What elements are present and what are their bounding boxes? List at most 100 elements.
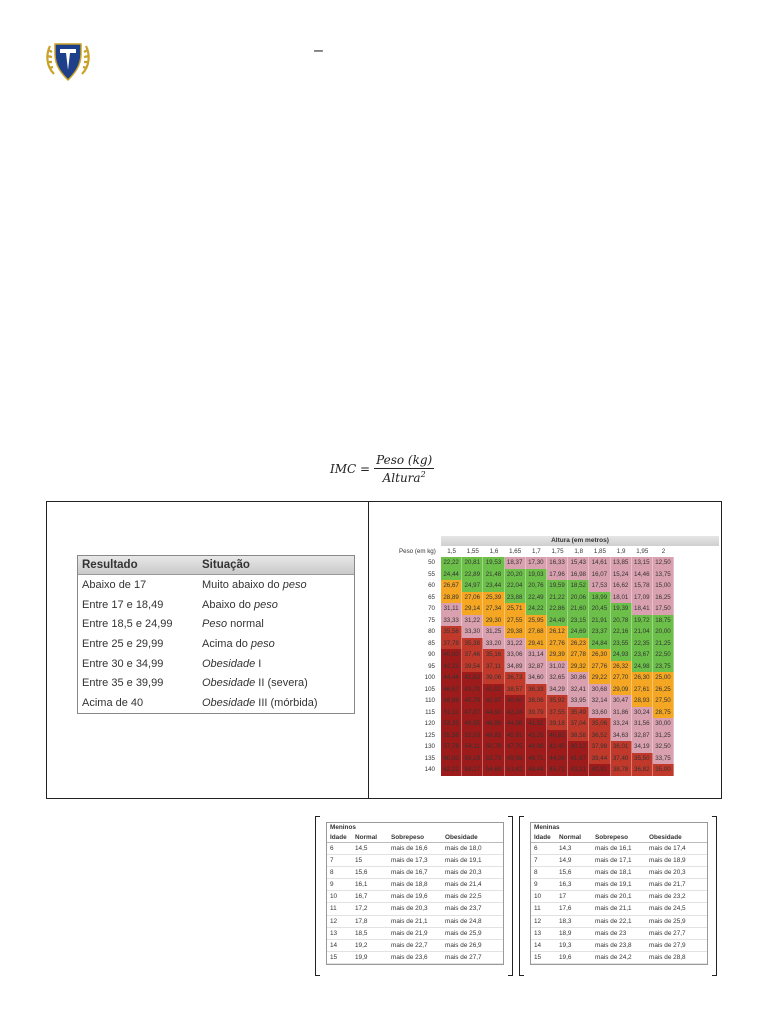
meninas-h-idade: Idade [534, 834, 551, 841]
meninos-sobrepeso-cell: mais de 21,9 [391, 929, 428, 937]
heatmap-cell: 25,71 [504, 603, 526, 615]
imc-resultado-cell: Entre 35 e 39,99 [82, 677, 164, 690]
meninas-obesidade-cell: mais de 23,2 [649, 893, 686, 901]
imc-situacao-cell: Muito abaixo do peso [202, 578, 307, 591]
heatmap-cell: 22,49 [525, 591, 547, 603]
meninos-idade-cell: 6 [330, 845, 334, 852]
heatmap-cell: 13,75 [652, 568, 675, 580]
heatmap-cell: 16,62 [610, 580, 632, 592]
meninas-row: 15 19,6 mais de 24,2 mais de 28,8 [531, 952, 707, 964]
heatmap-cell: 34,63 [610, 729, 632, 741]
heatmap-cell: 29,30 [483, 614, 505, 626]
heatmap-cell: 27,76 [546, 637, 569, 649]
heatmap-cell: 42,24 [504, 706, 526, 718]
heatmap-cell: 45,79 [462, 695, 484, 707]
heatmap-column-axis: Peso (em kg) 1,5 1,55 1,6 1,65 1,7 1,75 1,8 1,8… [396, 546, 719, 557]
imc-table-row: Acima de 40 Obesidade III (mórbida) [78, 693, 354, 713]
heatmap-cell: 39,06 [483, 672, 505, 684]
meninas-header: Idade Normal Sobrepeso Obesidade [531, 833, 707, 843]
heatmap-cell: 57,78 [441, 741, 463, 753]
meninas-sobrepeso-cell: mais de 18,1 [595, 869, 632, 877]
meninas-sobrepeso-cell: mais de 19,1 [595, 881, 632, 889]
heatmap-row-tick: 55 [428, 570, 435, 578]
heatmap-cell: 48,89 [441, 695, 463, 707]
meninos-idade-cell: 15 [330, 953, 338, 961]
heatmap-column-tick: 2 [661, 548, 666, 555]
meninos-obesidade-cell: mais de 22,5 [445, 893, 482, 901]
heatmap-cell: 44,92 [483, 706, 505, 718]
heatmap-cell: 29,39 [546, 649, 569, 661]
heatmap-cell: 13,15 [631, 557, 653, 569]
heatmap-cell: 50,78 [483, 741, 505, 753]
meninas-title: Meninas [534, 824, 560, 831]
heatmap-row-tick: 115 [425, 708, 435, 716]
meninos-idade-cell: 9 [330, 881, 334, 889]
meninos-idade-cell: 7 [330, 857, 334, 865]
heatmap-cell: 33,30 [462, 626, 484, 638]
heatmap-cell: 34,29 [546, 683, 569, 695]
meninas-obesidade-cell: mais de 17,4 [649, 845, 686, 852]
meninos-obesidade-cell: mais de 21,4 [445, 881, 482, 889]
heatmap-cell: 30,24 [631, 706, 653, 718]
heatmap-cell: 52,03 [462, 729, 484, 741]
meninos-sobrepeso-cell: mais de 18,8 [391, 881, 428, 889]
heatmap-cell: 40,12 [568, 741, 590, 753]
meninas-normal-cell: 14,9 [559, 857, 572, 865]
heatmap-cell: 18,41 [631, 603, 653, 615]
meninos-row: 10 16,7 mais de 19,6 mais de 22,5 [327, 891, 503, 904]
meninas-idade-cell: 14 [534, 941, 542, 949]
header-situacao: Situação [202, 559, 250, 571]
meninas-obesidade-cell: mais de 20,3 [649, 869, 686, 877]
imc-resultado-cell: Acima de 40 [82, 696, 144, 709]
header-resultado: Resultado [82, 559, 138, 571]
heatmap-cell: 19,39 [610, 603, 632, 615]
heatmap-cell: 40,82 [546, 729, 569, 741]
heatmap-row: 120 53,33 49,95 46,88 44,08 41,52 39,18 37,04 35… [396, 718, 719, 730]
heatmap-cell: 18,52 [568, 580, 590, 592]
heatmap-cell: 25,00 [652, 672, 675, 684]
heatmap-cell: 33,33 [441, 614, 463, 626]
heatmap-cell: 23,15 [568, 614, 590, 626]
meninas-row: 7 14,9 mais de 17,1 mais de 18,9 [531, 855, 707, 868]
heatmap-cell: 46,67 [441, 683, 463, 695]
heatmap-row: 85 37,78 35,38 33,20 31,22 29,41 27,76 26,23 24,… [396, 637, 719, 649]
meninas-sobrepeso-cell: mais de 16,1 [595, 845, 632, 852]
meninas-idade-cell: 13 [534, 929, 542, 937]
heatmap-cell: 27,34 [483, 603, 505, 615]
heatmap-cell: 30,47 [610, 695, 632, 707]
meninos-sobrepeso-cell: mais de 21,1 [391, 917, 428, 925]
heatmap-cell: 22,50 [652, 649, 675, 661]
heatmap-cell: 39,79 [525, 706, 547, 718]
heatmap-row-tick: 65 [428, 593, 435, 601]
heatmap-cell: 29,09 [610, 683, 632, 695]
heatmap-cell: 22,35 [631, 637, 653, 649]
meninos-normal-cell: 17,2 [355, 905, 368, 913]
meninas-row: 12 18,3 mais de 22,1 mais de 25,9 [531, 916, 707, 928]
heatmap-cell: 58,27 [462, 764, 484, 776]
heatmap-cell: 19,72 [631, 614, 653, 626]
heatmap-cell: 16,98 [568, 568, 590, 580]
heatmap-cell: 26,30 [631, 672, 653, 684]
heatmap-row: 115 51,11 47,87 44,92 42,24 39,79 37,55 35,49 33… [396, 706, 719, 718]
heatmap-row-tick: 75 [428, 616, 435, 624]
meninas-obesidade-cell: mais de 27,7 [649, 929, 686, 937]
heatmap-cell: 53,33 [441, 718, 463, 730]
meninos-normal-cell: 16,7 [355, 893, 368, 901]
meninas-row: 9 16,3 mais de 19,1 mais de 21,7 [531, 879, 707, 892]
heatmap-cell: 27,70 [610, 672, 632, 684]
heatmap-row-tick: 100 [424, 674, 435, 682]
meninos-idade-cell: 14 [330, 941, 338, 949]
meninas-idade-cell: 8 [534, 869, 538, 877]
meninos-table: Meninos Idade Normal Sobrepeso Obesidade… [326, 822, 504, 965]
heatmap-cell: 15,00 [652, 580, 675, 592]
meninos-h-obesidade: Obesidade [445, 834, 478, 841]
heatmap-column-tick: 1,6 [489, 548, 499, 555]
meninos-sobrepeso-cell: mais de 22,7 [391, 941, 428, 949]
heatmap-cell: 17,50 [652, 603, 675, 615]
heatmap-cell: 47,75 [504, 741, 526, 753]
meninos-sobrepeso-cell: mais de 23,6 [391, 953, 428, 961]
heatmap-cell: 31,14 [525, 649, 547, 661]
heatmap-row-tick: 95 [428, 662, 435, 670]
heatmap-cell: 21,48 [483, 568, 505, 580]
heatmap-row-tick: 70 [428, 605, 435, 613]
